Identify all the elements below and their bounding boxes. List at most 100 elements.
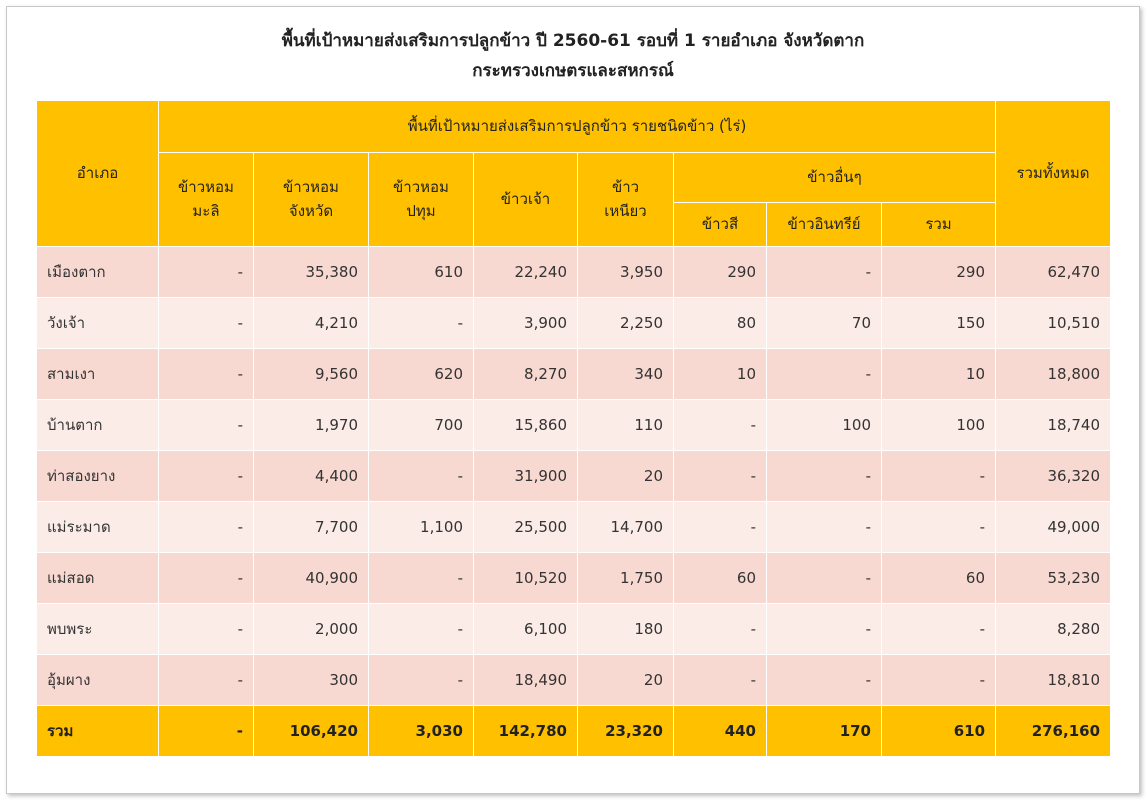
value-cell: - bbox=[158, 501, 254, 553]
header-hom-province-line1: ข้าวหอม bbox=[283, 178, 339, 197]
value-cell: 1,970 bbox=[253, 399, 369, 451]
header-color: ข้าวสี bbox=[673, 202, 767, 247]
value-cell: - bbox=[766, 603, 882, 655]
header-hom-pathum-line2: ปทุม bbox=[406, 201, 436, 220]
value-cell: - bbox=[673, 501, 767, 553]
value-cell: 70 bbox=[766, 297, 882, 349]
header-hom-mali-line1: ข้าวหอม bbox=[178, 178, 234, 197]
header-hom-province-line2: จังหวัด bbox=[288, 201, 334, 220]
table-row: บ้านตาก -1,970 700 15,860 110-100 100 18,740 bbox=[36, 399, 1112, 451]
value-cell: 4,210 bbox=[253, 297, 369, 349]
page-title: พื้นที่เป้าหมายส่งเสริมการปลูกข้าว ปี 25… bbox=[0, 26, 1146, 86]
value-cell: - bbox=[673, 654, 767, 706]
district-name: สามเงา bbox=[36, 348, 159, 400]
table-row: แม่สอด -40,900-10,520 1,750 60-60 53,230 bbox=[36, 552, 1112, 604]
header-district: อำเภอ bbox=[36, 100, 159, 247]
value-cell: 10,520 bbox=[473, 552, 578, 604]
title-line-2: กระทรวงเกษตรและสหกรณ์ bbox=[472, 61, 674, 81]
value-cell: 60 bbox=[673, 552, 767, 604]
value-cell: - bbox=[368, 450, 474, 502]
value-cell: 3,950 bbox=[577, 246, 674, 298]
value-cell: 80 bbox=[673, 297, 767, 349]
district-name: ท่าสองยาง bbox=[36, 450, 159, 502]
value-cell: 15,860 bbox=[473, 399, 578, 451]
value-cell: 170 bbox=[766, 705, 882, 757]
value-cell: - bbox=[158, 348, 254, 400]
value-cell: 10,510 bbox=[995, 297, 1112, 349]
value-cell: - bbox=[368, 654, 474, 706]
value-cell: 53,230 bbox=[995, 552, 1112, 604]
header-hom-province: ข้าวหอม จังหวัด bbox=[253, 152, 369, 247]
total-row: รวม -106,420 3,030 142,780 23,320 440 170 610 27… bbox=[36, 705, 1112, 757]
value-cell: 610 bbox=[368, 246, 474, 298]
value-cell: 9,560 bbox=[253, 348, 369, 400]
value-cell: 2,250 bbox=[577, 297, 674, 349]
table-body: เมืองตาก -35,380 610 22,240 3,950 290-290 62,4… bbox=[36, 246, 1112, 757]
value-cell: - bbox=[880, 450, 997, 502]
value-cell: 290 bbox=[880, 246, 997, 298]
value-cell: 620 bbox=[368, 348, 474, 400]
value-cell: 8,270 bbox=[473, 348, 578, 400]
value-cell: 700 bbox=[368, 399, 474, 451]
table-row: พบพระ -2,000-6,100 180- - -8,280 bbox=[36, 603, 1112, 655]
header-niao-line2: เหนียว bbox=[604, 201, 647, 220]
value-cell: - bbox=[880, 501, 997, 553]
value-cell: 36,320 bbox=[995, 450, 1112, 502]
value-cell: 60 bbox=[880, 552, 997, 604]
value-cell: 100 bbox=[880, 399, 997, 451]
value-cell: - bbox=[158, 603, 254, 655]
header-total: รวมทั้งหมด bbox=[995, 100, 1112, 247]
value-cell: 440 bbox=[673, 705, 767, 757]
value-cell: - bbox=[766, 450, 882, 502]
value-cell: - bbox=[158, 654, 254, 706]
value-cell: 22,240 bbox=[473, 246, 578, 298]
header-other: ข้าวอื่นๆ bbox=[672, 152, 997, 203]
value-cell: 106,420 bbox=[253, 705, 369, 757]
district-name: วังเจ้า bbox=[36, 297, 159, 349]
value-cell: 3,900 bbox=[473, 297, 578, 349]
table-row: แม่ระมาด -7,700 1,100 25,500 14,700- - -49,000 bbox=[36, 501, 1112, 553]
value-cell: 20 bbox=[577, 654, 674, 706]
value-cell: - bbox=[673, 450, 767, 502]
value-cell: 10 bbox=[673, 348, 767, 400]
table-row: อุ้มผาง -300-18,490 20- - -18,810 bbox=[36, 654, 1112, 706]
header-hom-mali-line2: มะลิ bbox=[192, 201, 220, 220]
table-row: เมืองตาก -35,380 610 22,240 3,950 290-290 62,4… bbox=[36, 246, 1112, 298]
value-cell: 49,000 bbox=[995, 501, 1112, 553]
value-cell: - bbox=[158, 705, 254, 757]
value-cell: 100 bbox=[766, 399, 882, 451]
value-cell: 300 bbox=[253, 654, 369, 706]
district-name: แม่ระมาด bbox=[36, 501, 159, 553]
value-cell: 142,780 bbox=[473, 705, 578, 757]
value-cell: - bbox=[673, 399, 767, 451]
header-organic: ข้าวอินทรีย์ bbox=[766, 202, 882, 247]
district-name: รวม bbox=[36, 705, 159, 757]
table-row: สามเงา -9,560 620 8,270 340 10-10 18,800 bbox=[36, 348, 1112, 400]
value-cell: - bbox=[158, 297, 254, 349]
header-niao: ข้าว เหนียว bbox=[577, 152, 674, 247]
value-cell: 18,490 bbox=[473, 654, 578, 706]
value-cell: 340 bbox=[577, 348, 674, 400]
title-line-1: พื้นที่เป้าหมายส่งเสริมการปลูกข้าว ปี 25… bbox=[281, 31, 865, 51]
value-cell: 6,100 bbox=[473, 603, 578, 655]
value-cell: 23,320 bbox=[577, 705, 674, 757]
district-name: พบพระ bbox=[36, 603, 159, 655]
value-cell: 18,800 bbox=[995, 348, 1112, 400]
value-cell: 18,810 bbox=[995, 654, 1112, 706]
header-hom-pathum: ข้าวหอม ปทุม bbox=[368, 152, 474, 247]
rice-area-table: อำเภอ พื้นที่เป้าหมายส่งเสริมการปลูกข้าว… bbox=[36, 100, 1112, 757]
value-cell: 31,900 bbox=[473, 450, 578, 502]
value-cell: 150 bbox=[880, 297, 997, 349]
district-name: แม่สอด bbox=[36, 552, 159, 604]
header-jao: ข้าวเจ้า bbox=[473, 152, 578, 247]
value-cell: 14,700 bbox=[577, 501, 674, 553]
value-cell: - bbox=[766, 654, 882, 706]
value-cell: 290 bbox=[673, 246, 767, 298]
value-cell: - bbox=[880, 603, 997, 655]
district-name: เมืองตาก bbox=[36, 246, 159, 298]
value-cell: 62,470 bbox=[995, 246, 1112, 298]
value-cell: - bbox=[368, 603, 474, 655]
value-cell: 35,380 bbox=[253, 246, 369, 298]
header-hom-pathum-line1: ข้าวหอม bbox=[393, 178, 449, 197]
value-cell: 3,030 bbox=[368, 705, 474, 757]
